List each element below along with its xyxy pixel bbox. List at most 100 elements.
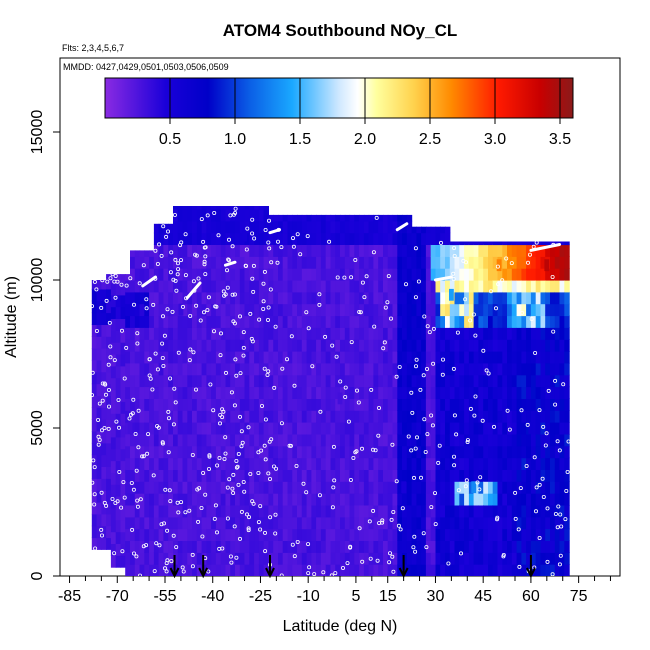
heatmap-cell: [363, 315, 370, 328]
heatmap-cell: [378, 481, 384, 494]
heatmap-cell: [249, 339, 255, 352]
heatmap-cell: [177, 552, 184, 565]
heatmap-cell: [182, 303, 188, 317]
heatmap-cell: [478, 564, 484, 576]
heatmap-cell: [254, 481, 260, 494]
heatmap-cell: [196, 280, 203, 293]
heatmap-cell: [263, 445, 269, 459]
heatmap-cell: [383, 433, 389, 447]
heatmap-cell: [378, 433, 384, 447]
heatmap-cell: [521, 564, 527, 576]
heatmap-cell: [268, 445, 274, 459]
heatmap-cell: [440, 528, 446, 541]
sample-point: [102, 426, 107, 431]
heatmap-cell: [258, 493, 265, 506]
heatmap-cell: [168, 457, 174, 470]
heatmap-cell: [416, 505, 422, 518]
heatmap-cell: [526, 457, 532, 470]
heatmap-cell: [215, 386, 222, 399]
heatmap-cell: [201, 315, 207, 328]
heatmap-cell: [335, 244, 341, 257]
heatmap-cell: [459, 256, 465, 269]
heatmap-cell: [468, 540, 475, 553]
heatmap-cell: [301, 564, 308, 576]
heatmap-cell: [511, 315, 518, 328]
heatmap-cell: [230, 339, 236, 352]
heatmap-cell: [282, 457, 289, 470]
heatmap-cell: [287, 214, 293, 222]
heatmap-cell: [449, 241, 456, 246]
heatmap-cell: [177, 505, 184, 518]
heatmap-cell: [258, 505, 265, 518]
heatmap-cell: [392, 244, 398, 257]
sample-point: [488, 289, 493, 294]
heatmap-cell: [564, 552, 570, 565]
heatmap-cell: [220, 220, 227, 234]
heatmap-cell: [130, 410, 136, 423]
heatmap-cell: [301, 410, 308, 423]
heatmap-cell: [445, 226, 451, 234]
heatmap-cell: [215, 362, 222, 376]
sample-point: [90, 393, 95, 398]
heatmap-cell: [158, 493, 164, 506]
sample-point: [146, 432, 151, 437]
surface-arrow-head: [169, 567, 180, 579]
sample-point: [199, 505, 204, 510]
sample-point: [541, 494, 546, 499]
sample-point: [93, 546, 98, 551]
heatmap-cell: [335, 410, 341, 423]
heatmap-cell: [330, 256, 336, 269]
heatmap-cell: [516, 516, 522, 530]
sample-point: [104, 392, 109, 397]
heatmap-cell: [530, 291, 537, 305]
heatmap-cell: [101, 454, 107, 467]
heatmap-cell: [511, 327, 518, 340]
sample-point: [229, 390, 234, 395]
heatmap-cell: [282, 505, 289, 518]
heatmap-cell: [134, 457, 141, 470]
heatmap-cell: [254, 422, 260, 435]
sample-point: [173, 400, 178, 405]
heatmap-cell: [521, 280, 527, 293]
heatmap-cell: [344, 220, 351, 234]
heatmap-cell: [545, 493, 551, 506]
y-tick-label: 10000: [29, 258, 46, 303]
heatmap-cell: [497, 374, 503, 388]
heatmap-cell: [149, 339, 155, 352]
heatmap-cell: [110, 283, 117, 296]
sample-point: [137, 281, 142, 286]
heatmap-cell: [158, 481, 164, 494]
heatmap-cell: [425, 457, 432, 470]
heatmap-cell: [464, 528, 470, 541]
value-cell: [178, 303, 184, 316]
sample-point: [362, 295, 367, 300]
sample-point: [318, 409, 323, 414]
sample-point: [117, 425, 122, 430]
heatmap-cell: [344, 422, 351, 435]
heatmap-cell: [559, 481, 565, 494]
heatmap-cell: [416, 339, 422, 352]
value-cell: [471, 481, 477, 494]
heatmap-cell: [373, 386, 379, 399]
heatmap-cell: [192, 268, 198, 281]
heatmap-cell: [559, 516, 565, 530]
heatmap-cell: [306, 303, 312, 317]
heatmap-cell: [425, 244, 432, 257]
heatmap-cell: [292, 315, 298, 328]
heatmap-cell: [344, 445, 351, 459]
heatmap-cell: [206, 256, 212, 269]
heatmap-cell: [120, 484, 126, 497]
heatmap-cell: [535, 433, 542, 447]
sample-point: [329, 573, 334, 576]
heatmap-cell: [464, 564, 470, 576]
flight-segment: [529, 242, 562, 252]
heatmap-cell: [359, 564, 365, 576]
heatmap-cell: [177, 493, 184, 506]
heatmap-cell: [440, 457, 446, 470]
heatmap-cell: [473, 241, 479, 246]
heatmap-cell: [235, 303, 241, 317]
sample-point: [96, 434, 101, 439]
heatmap-cell: [101, 336, 107, 349]
heatmap-cell: [564, 244, 570, 257]
heatmap-cell: [468, 244, 475, 257]
